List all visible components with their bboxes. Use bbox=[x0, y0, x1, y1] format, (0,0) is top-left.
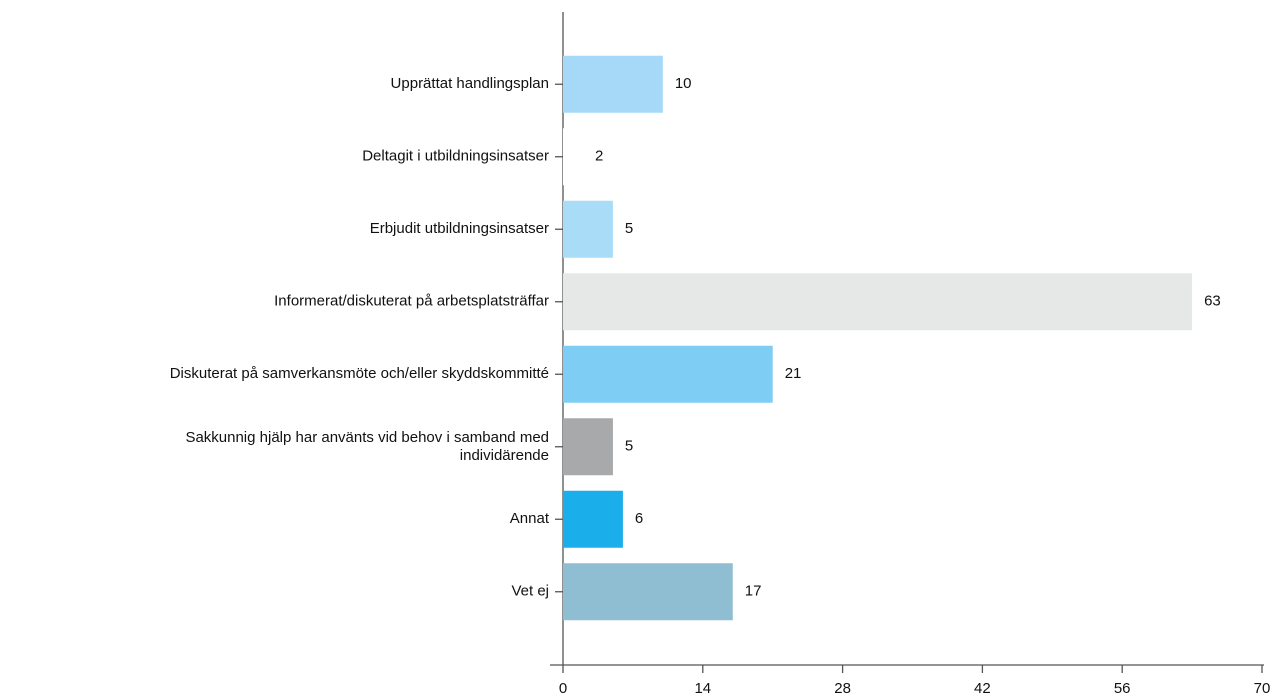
x-tick-label: 42 bbox=[974, 680, 991, 697]
value-label: 17 bbox=[745, 583, 762, 600]
y-tick-label: Diskuterat på samverkansmöte och/eller s… bbox=[170, 365, 549, 382]
y-tick-label: Annat bbox=[510, 510, 550, 527]
y-tick-label: Deltagit i utbildningsinsatser bbox=[362, 148, 549, 165]
bar bbox=[563, 128, 583, 186]
x-tick-label: 56 bbox=[1114, 680, 1131, 697]
bar bbox=[563, 490, 623, 548]
value-label: 5 bbox=[625, 220, 633, 237]
y-tick-label: Upprättat handlingsplan bbox=[391, 75, 549, 92]
value-label: 21 bbox=[785, 365, 802, 382]
y-tick-label: Vet ej bbox=[511, 583, 549, 600]
value-label: 10 bbox=[675, 75, 692, 92]
bar bbox=[563, 273, 1193, 331]
value-label: 2 bbox=[595, 148, 603, 165]
value-label: 5 bbox=[625, 438, 633, 455]
bar bbox=[563, 345, 773, 403]
y-tick-label: Informerat/diskuterat på arbetsplatsträf… bbox=[274, 293, 549, 310]
x-tick-label: 28 bbox=[834, 680, 851, 697]
y-tick-label: Erbjudit utbildningsinsatser bbox=[370, 220, 549, 237]
bar bbox=[563, 55, 663, 113]
y-tick-label: Sakkunnig hjälp har använts vid behov i … bbox=[185, 429, 549, 464]
value-label: 63 bbox=[1204, 293, 1221, 310]
bar bbox=[563, 563, 733, 621]
bar bbox=[563, 200, 613, 258]
x-tick-label: 14 bbox=[694, 680, 711, 697]
x-tick-label: 70 bbox=[1254, 680, 1271, 697]
x-tick-label: 0 bbox=[559, 680, 567, 697]
bar bbox=[563, 418, 613, 476]
value-label: 6 bbox=[635, 510, 643, 527]
